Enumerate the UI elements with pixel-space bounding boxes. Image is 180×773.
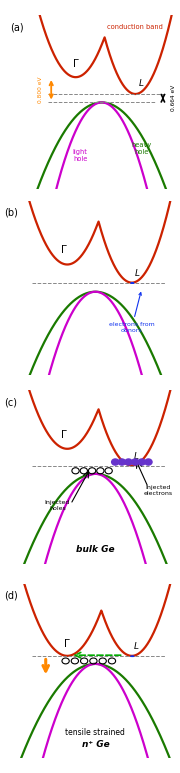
Text: (c): (c): [4, 397, 17, 407]
Text: $\mathit{L}$: $\mathit{L}$: [138, 77, 144, 88]
Text: heavy
hole: heavy hole: [131, 141, 152, 155]
Text: $\mathit{L}$: $\mathit{L}$: [134, 451, 140, 461]
Text: $\mathit{L}$: $\mathit{L}$: [134, 267, 141, 278]
Text: 0.800 eV: 0.800 eV: [38, 77, 43, 103]
Text: electrons from
donors: electrons from donors: [109, 293, 155, 332]
Text: conduction band: conduction band: [107, 24, 163, 30]
Circle shape: [138, 459, 145, 465]
Circle shape: [118, 459, 125, 465]
Text: $\mathit{\Gamma}$: $\mathit{\Gamma}$: [60, 243, 68, 254]
Circle shape: [145, 459, 152, 465]
Text: n⁺ Ge: n⁺ Ge: [82, 740, 109, 749]
Text: tensile strained: tensile strained: [66, 728, 125, 737]
Text: $\mathit{\Gamma}$: $\mathit{\Gamma}$: [63, 637, 71, 649]
Text: $\mathit{L}$: $\mathit{L}$: [134, 639, 140, 651]
Text: (b): (b): [4, 208, 18, 218]
Text: $\mathit{\Gamma}$: $\mathit{\Gamma}$: [60, 427, 68, 440]
Text: 0.664 eV: 0.664 eV: [171, 85, 176, 111]
Text: Injected
electrons: Injected electrons: [144, 485, 173, 495]
Circle shape: [132, 459, 139, 465]
Text: bulk Ge: bulk Ge: [76, 545, 115, 553]
Text: light
hole: light hole: [73, 148, 88, 162]
Text: $\mathit{\Gamma}$: $\mathit{\Gamma}$: [72, 56, 80, 69]
Text: (a): (a): [10, 22, 24, 32]
Circle shape: [112, 459, 119, 465]
Circle shape: [125, 459, 132, 465]
Text: Injected
holes: Injected holes: [45, 500, 70, 511]
Text: (d): (d): [4, 591, 18, 601]
